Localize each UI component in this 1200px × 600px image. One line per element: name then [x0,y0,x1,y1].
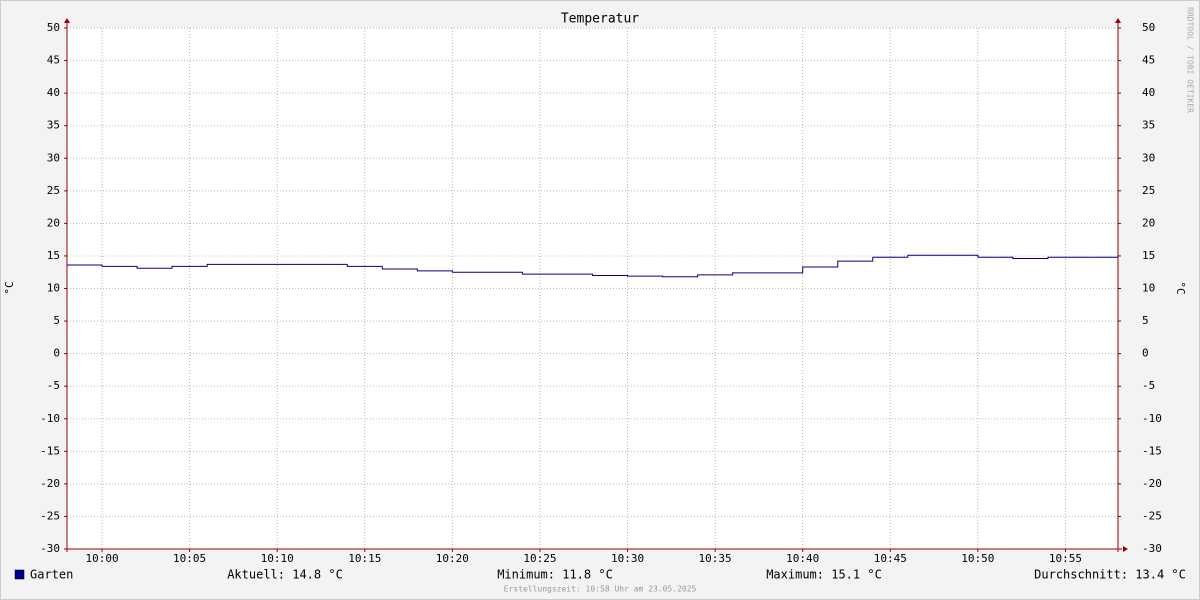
y-tick-label: 45 [47,54,60,67]
y-tick-label: -10 [40,412,60,425]
x-tick-label: 10:05 [173,552,206,565]
y-tick-label: 25 [47,184,60,197]
x-tick-label: 10:45 [874,552,907,565]
axis-arrow [1115,18,1121,23]
x-tick-label: 10:20 [436,552,469,565]
x-tick-label: 10:00 [85,552,118,565]
x-tick-label: 10:10 [261,552,294,565]
y2-tick-label: 30 [1142,151,1155,164]
y2-tick-label: 25 [1142,184,1155,197]
x-tick-label: 10:15 [348,552,381,565]
y-tick-label: 30 [47,151,60,164]
legend-stat: Durchschnitt: 13.4 °C [1034,568,1186,582]
y2-tick-label: -20 [1142,477,1162,490]
y-axis-label: °C [3,281,16,294]
y2-tick-label: 20 [1142,216,1155,229]
legend-swatch [14,569,25,580]
y2-tick-label: 50 [1142,21,1155,34]
line [67,254,1118,278]
x-tick-label: 10:40 [786,552,819,565]
y-tick-label: 10 [47,282,60,295]
y2-tick-label: 40 [1142,86,1155,99]
y2-tick-label: 0 [1142,347,1149,360]
y-tick-label: 40 [47,86,60,99]
axis-arrow [64,18,70,23]
y-tick-label: 0 [53,347,60,360]
y-tick-label: 35 [47,119,60,132]
y2-tick-label: -30 [1142,542,1162,555]
y-tick-label: -30 [40,542,60,555]
legend-label: Garten [30,568,73,582]
y-tick-label: 5 [53,314,60,327]
x-tick-label: 10:55 [1049,552,1082,565]
y2-axis-label: °C [1174,281,1187,294]
y-tick-label: -15 [40,444,60,457]
x-tick-label: 10:30 [611,552,644,565]
x-tick-label: 10:35 [699,552,732,565]
legend-stat: Aktuell: 14.8 °C [227,568,343,582]
legend-stat: Minimum: 11.8 °C [497,568,613,582]
y2-tick-label: -25 [1142,509,1162,522]
x-tick-label: 10:50 [961,552,994,565]
footer: Erstellungszeit: 10:58 Uhr am 23.05.2025 [504,585,697,594]
y-tick-label: 20 [47,216,60,229]
y-tick-label: -20 [40,477,60,490]
y2-tick-label: 5 [1142,314,1149,327]
y2-tick-label: 45 [1142,54,1155,67]
y-tick-label: 15 [47,249,60,262]
y2-tick-label: 15 [1142,249,1155,262]
chart-title: Temperatur [561,12,639,27]
y-tick-label: 50 [47,21,60,34]
axis-arrow [1123,546,1128,552]
y2-tick-label: -10 [1142,412,1162,425]
y-tick-label: -25 [40,509,60,522]
y-tick-label: -5 [47,379,60,392]
y2-tick-label: 10 [1142,282,1155,295]
watermark: RRDTOOL / TOBI OETIKER [1186,7,1195,113]
y2-tick-label: -5 [1142,379,1155,392]
y2-tick-label: 35 [1142,119,1155,132]
y2-tick-label: -15 [1142,444,1162,457]
legend-stat: Maximum: 15.1 °C [766,568,882,582]
x-tick-label: 10:25 [523,552,556,565]
